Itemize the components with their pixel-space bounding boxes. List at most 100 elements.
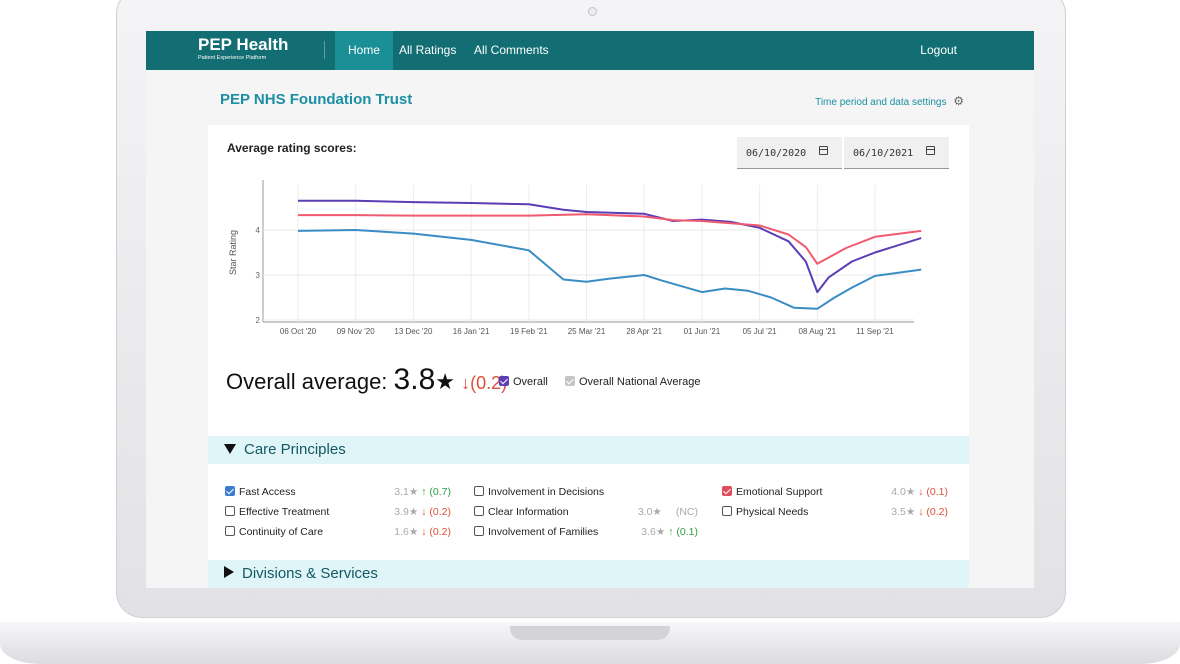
checkbox-unchecked-icon[interactable] bbox=[225, 506, 235, 516]
care-principles-header[interactable]: Care Principles bbox=[208, 436, 969, 464]
checkbox-checked-icon[interactable] bbox=[499, 376, 509, 386]
logo-subtitle: Patient Experience Platform bbox=[198, 55, 267, 61]
overall-average-value: 3.8 bbox=[393, 363, 436, 396]
principle-score-value: 3.6★ bbox=[641, 526, 666, 538]
principle-score-change: ↑ (0.1) bbox=[668, 526, 698, 538]
x-tick-label: 01 Jun '21 bbox=[684, 327, 721, 336]
principle-score-value: 3.5★ bbox=[891, 506, 916, 518]
principle-score-value: 3.1★ bbox=[394, 486, 419, 498]
x-tick-label: 28 Apr '21 bbox=[626, 327, 662, 336]
legend-overall-toggle[interactable]: Overall bbox=[499, 376, 548, 388]
principle-score: 3.5★ ↓ (0.2) bbox=[891, 506, 948, 518]
legend-overall-label: Overall bbox=[513, 376, 548, 388]
divisions-title: Divisions & Services bbox=[242, 565, 378, 582]
legend-national-label: Overall National Average bbox=[579, 376, 701, 388]
y-tick-label: 2 bbox=[256, 316, 261, 325]
x-tick-label: 11 Sep '21 bbox=[856, 327, 894, 336]
principle-score: 3.1★ ↑ (0.7) bbox=[394, 486, 451, 498]
x-tick-label: 08 Aug '21 bbox=[799, 327, 837, 336]
principle-score-value: 3.0★ bbox=[637, 506, 662, 518]
principle-physical-needs[interactable]: Physical Needs bbox=[722, 506, 808, 518]
checkbox-unchecked-icon[interactable] bbox=[722, 506, 732, 516]
y-tick-label: 4 bbox=[256, 226, 261, 235]
checkbox-checked-icon[interactable] bbox=[225, 486, 235, 496]
principle-involvement-in-decisions[interactable]: Involvement in Decisions bbox=[474, 486, 604, 498]
time-period-settings-link[interactable]: Time period and data settings ⚙ bbox=[815, 94, 964, 108]
principle-label: Emotional Support bbox=[736, 486, 823, 498]
x-tick-label: 16 Jan '21 bbox=[453, 327, 490, 336]
top-navbar: PEP Health Patient Experience Platform H… bbox=[146, 31, 1034, 70]
checkbox-unchecked-icon[interactable] bbox=[474, 486, 484, 496]
principle-label: Physical Needs bbox=[736, 506, 809, 518]
principle-score-change: ↓ (0.2) bbox=[918, 506, 948, 518]
page-title: PEP NHS Foundation Trust bbox=[220, 91, 413, 108]
legend-national-average-toggle[interactable]: Overall National Average bbox=[565, 376, 700, 388]
series-line-fast-access bbox=[297, 229, 922, 310]
divisions-services-header[interactable]: Divisions & Services bbox=[208, 560, 969, 588]
x-tick-label: 09 Nov '20 bbox=[337, 327, 376, 336]
pep-health-logo[interactable]: PEP Health Patient Experience Platform bbox=[198, 36, 288, 62]
principle-label: Clear Information bbox=[488, 506, 569, 518]
principle-score-value: 1.6★ bbox=[394, 526, 419, 538]
principle-score-change: ↑ (0.7) bbox=[421, 486, 451, 498]
calendar-icon[interactable] bbox=[819, 146, 828, 155]
principle-effective-treatment[interactable]: Effective Treatment bbox=[225, 506, 329, 518]
star-rating-line-chart: 2 3 4 06 Oct '20 09 Nov '20 13 Dec '20 16 Jan … bbox=[228, 180, 922, 336]
principle-fast-access[interactable]: Fast Access bbox=[225, 486, 296, 498]
principle-clear-information[interactable]: Clear Information bbox=[474, 506, 569, 518]
principle-score: 1.6★ ↓ (0.2) bbox=[394, 526, 451, 538]
date-from-input[interactable]: 06/10/2020 bbox=[737, 137, 842, 169]
principle-continuity-of-care[interactable]: Continuity of Care bbox=[225, 526, 323, 538]
y-tick-label: 3 bbox=[256, 271, 261, 280]
series-line-overall-national-average bbox=[298, 213, 922, 265]
calendar-icon[interactable] bbox=[926, 146, 935, 155]
nav-divider bbox=[324, 41, 325, 59]
principle-label: Fast Access bbox=[239, 486, 296, 498]
x-tick-label: 19 Feb '21 bbox=[510, 327, 548, 336]
triangle-right-icon bbox=[224, 566, 234, 578]
y-axis-label: Star Rating bbox=[228, 230, 238, 275]
star-icon: ★ bbox=[435, 369, 455, 394]
nav-home[interactable]: Home bbox=[335, 31, 394, 70]
principle-score: 3.0★ (NC) bbox=[638, 506, 698, 518]
logo-title: PEP Health bbox=[198, 35, 289, 54]
principle-label: Continuity of Care bbox=[239, 526, 324, 538]
x-tick-label: 25 Mar '21 bbox=[568, 327, 606, 336]
date-to-input[interactable]: 06/10/2021 bbox=[844, 137, 949, 169]
principle-score: 4.0★ ↓ (0.1) bbox=[891, 486, 948, 498]
principle-score-change: ↓ (0.1) bbox=[918, 486, 948, 498]
principle-emotional-support[interactable]: Emotional Support bbox=[722, 486, 822, 498]
x-tick-label: 13 Dec '20 bbox=[394, 327, 433, 336]
checkbox-checked-icon[interactable] bbox=[565, 376, 575, 386]
nav-all-comments[interactable]: All Comments bbox=[474, 43, 549, 57]
principle-score: 3.6★ ↑ (0.1) bbox=[641, 526, 698, 538]
care-principles-title: Care Principles bbox=[244, 441, 346, 458]
principle-score-change: ↓ (0.2) bbox=[421, 506, 451, 518]
checkbox-unchecked-icon[interactable] bbox=[474, 526, 484, 536]
settings-link-label: Time period and data settings bbox=[815, 97, 947, 108]
x-tick-label: 06 Oct '20 bbox=[280, 327, 317, 336]
app-screen: PEP Health Patient Experience Platform H… bbox=[146, 31, 1034, 588]
laptop-notch bbox=[510, 626, 670, 640]
principle-score-change: ↓ (0.2) bbox=[421, 526, 451, 538]
principle-score-change: (NC) bbox=[675, 506, 698, 518]
principle-involvement-of-families[interactable]: Involvement of Families bbox=[474, 526, 598, 538]
triangle-down-icon bbox=[224, 444, 236, 454]
checkbox-unchecked-icon[interactable] bbox=[225, 526, 235, 536]
overall-average-label: Overall average: bbox=[226, 369, 388, 394]
x-tick-label: 05 Jul '21 bbox=[743, 327, 778, 336]
logout-link[interactable]: Logout bbox=[920, 43, 957, 57]
overall-average-change: ↓(0.2) bbox=[461, 373, 508, 393]
average-rating-title: Average rating scores: bbox=[227, 141, 357, 155]
ratings-card: Average rating scores: 06/10/2020 06/10/… bbox=[208, 125, 969, 588]
nav-all-ratings[interactable]: All Ratings bbox=[399, 43, 457, 57]
checkbox-unchecked-icon[interactable] bbox=[474, 506, 484, 516]
date-from-value: 06/10/2020 bbox=[746, 148, 807, 159]
principle-label: Effective Treatment bbox=[239, 506, 330, 518]
principle-score: 3.9★ ↓ (0.2) bbox=[394, 506, 451, 518]
checkbox-checked-icon[interactable] bbox=[722, 486, 732, 496]
gear-icon: ⚙ bbox=[953, 94, 964, 108]
overall-average: Overall average: 3.8★ ↓(0.2) bbox=[226, 363, 507, 397]
principle-label: Involvement in Decisions bbox=[488, 486, 605, 498]
camera-icon bbox=[588, 7, 597, 16]
